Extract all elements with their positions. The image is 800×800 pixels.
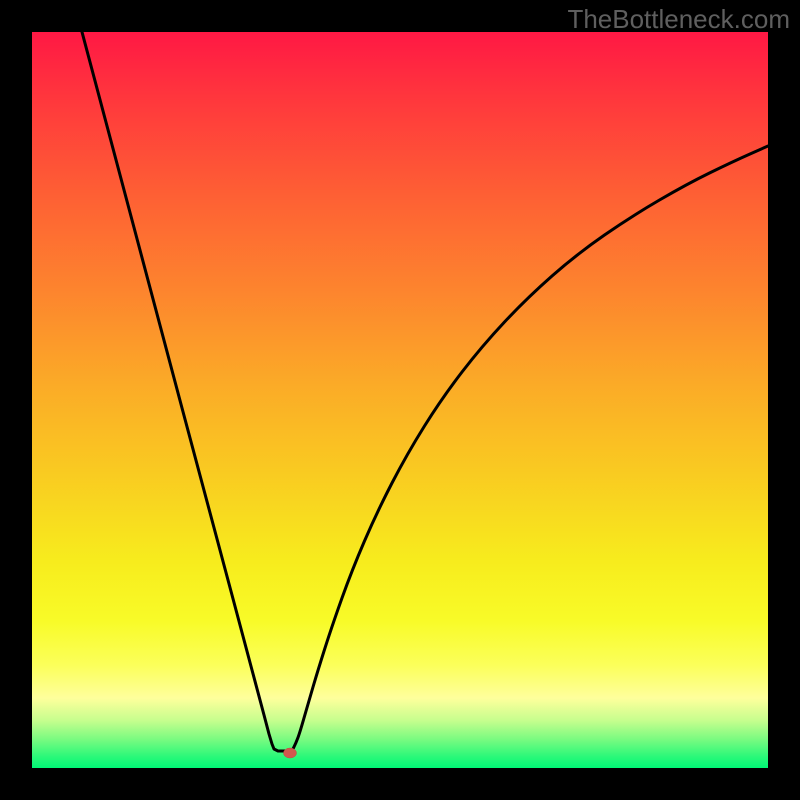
- plot-area: [32, 32, 768, 768]
- main-curve: [82, 32, 768, 751]
- minimum-marker: [284, 748, 297, 758]
- chart-svg: [32, 32, 768, 768]
- watermark-text: TheBottleneck.com: [567, 4, 790, 35]
